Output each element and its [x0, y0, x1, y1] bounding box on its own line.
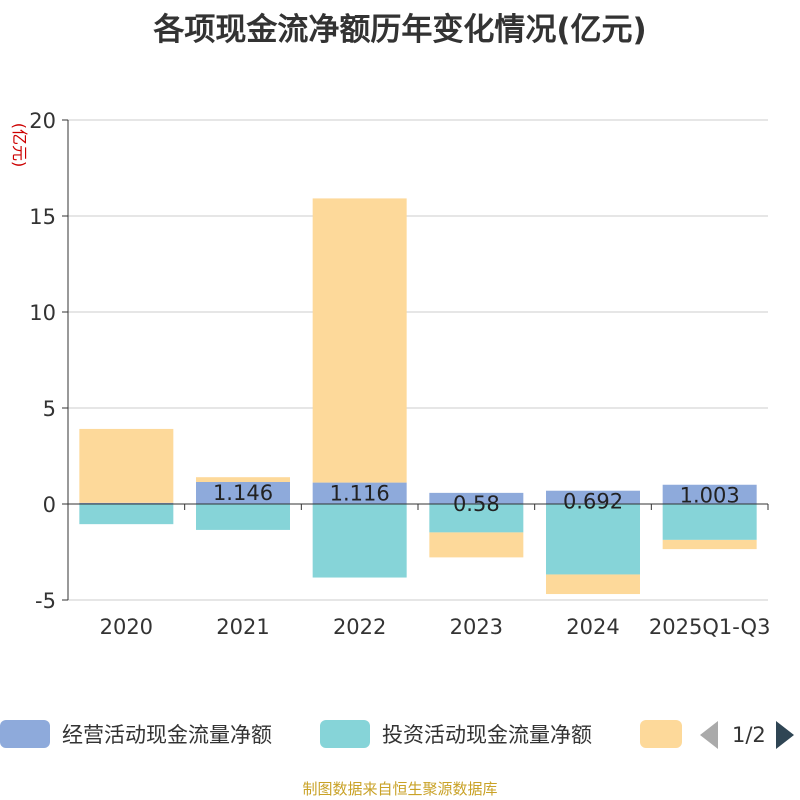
pager-next-icon[interactable]: [775, 721, 794, 749]
bar-financing-2021: [196, 477, 290, 482]
y-tick-label: 10: [29, 301, 56, 325]
pager-text: 1/2: [732, 723, 766, 747]
x-tick-label: 2020: [100, 615, 153, 639]
legend-item-financing[interactable]: [640, 716, 682, 752]
legend-label-operating: 经营活动现金流量净额: [62, 723, 272, 747]
bar-financing-2022: [312, 198, 407, 483]
source-note: 制图数据来自恒生聚源数据库: [302, 780, 498, 798]
x-tick-label: 2021: [216, 615, 269, 639]
legend-item-investing[interactable]: 投资活动现金流量净额: [320, 716, 592, 752]
y-axis-label: (亿元): [10, 123, 29, 168]
bar-chart: -5 0 5 10 15 20(亿元) 1.146 1.116 0.58 0.692 1.003 20…: [10, 109, 771, 639]
data-label: 0.58: [453, 492, 500, 516]
y-tick-label: 15: [29, 205, 56, 229]
legend-label-investing: 投资活动现金流量净额: [382, 723, 592, 747]
x-tick-label: 2024: [566, 615, 619, 639]
data-label: 1.116: [330, 482, 390, 506]
bar-investing-2021: [196, 504, 290, 530]
legend-swatch-investing: [320, 720, 370, 748]
bar-investing-2020: [79, 504, 174, 525]
bar-financing-2025Q1-Q3: [662, 539, 757, 550]
bar-investing-2024: [546, 504, 640, 575]
legend-item-operating[interactable]: 经营活动现金流量净额: [0, 716, 272, 752]
bar-financing-2024: [546, 574, 640, 595]
y-tick-label: -5: [35, 589, 56, 613]
data-label: 1.003: [680, 484, 740, 508]
data-label: 1.146: [213, 481, 273, 505]
bar-operating-2025Q1-Q3: [662, 484, 757, 504]
bar-investing-2023: [429, 504, 524, 533]
bar-operating-2022: [312, 482, 407, 504]
legend: 经营活动现金流量净额 投资活动现金流量净额 1/2: [0, 716, 800, 756]
y-tick-label: 20: [29, 109, 56, 133]
bar-operating-2023: [429, 492, 524, 504]
x-tick-label: 2022: [333, 615, 386, 639]
bar-financing-2020: [79, 428, 174, 503]
bar-investing-2022: [312, 504, 407, 578]
chart-title: 各项现金流净额历年变化情况(亿元): [153, 12, 647, 48]
y-tick-label: 0: [43, 493, 56, 517]
x-tick-label: 2025Q1-Q3: [649, 615, 771, 639]
legend-pager: 1/2: [700, 718, 794, 752]
bar-investing-2025Q1-Q3: [662, 504, 757, 540]
bar-operating-2024: [546, 490, 640, 504]
legend-swatch-operating: [0, 720, 50, 748]
y-tick-label: 5: [43, 397, 56, 421]
bar-operating-2021: [196, 481, 290, 504]
bar-financing-2023: [429, 532, 524, 558]
bar-operating-2020: [79, 502, 174, 504]
data-label: 0.692: [563, 490, 623, 514]
pager-prev-icon[interactable]: [700, 721, 718, 749]
legend-swatch-financing: [640, 720, 682, 748]
x-tick-label: 2023: [450, 615, 503, 639]
